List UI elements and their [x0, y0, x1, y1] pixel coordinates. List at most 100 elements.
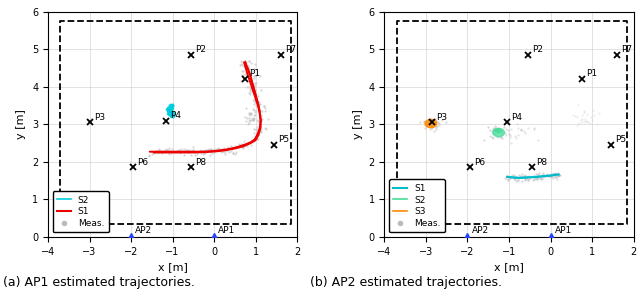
Point: [245, 86, 255, 90]
Point: [246, 118, 256, 122]
Point: [223, 148, 233, 152]
Point: [415, 120, 425, 125]
Point: [167, 106, 177, 111]
Point: [157, 150, 167, 155]
Point: [520, 174, 530, 179]
Point: [523, 178, 533, 182]
Point: [579, 109, 589, 114]
Text: P4: P4: [170, 111, 182, 120]
Point: [228, 151, 239, 155]
Point: [249, 89, 259, 93]
Point: [248, 82, 259, 86]
Point: [429, 120, 439, 125]
Point: [425, 123, 435, 128]
Point: [204, 148, 214, 153]
Text: AP1: AP1: [555, 227, 572, 236]
Point: [508, 173, 518, 177]
Point: [246, 111, 256, 115]
Point: [431, 127, 442, 131]
Point: [499, 131, 509, 136]
Point: [556, 172, 566, 177]
Point: [536, 175, 546, 179]
Point: [488, 125, 498, 130]
Point: [509, 177, 520, 181]
Point: [495, 129, 506, 134]
Point: [166, 109, 176, 113]
Point: [200, 147, 211, 152]
Point: [182, 148, 192, 152]
Point: [248, 127, 259, 131]
Point: [537, 173, 547, 177]
Point: [253, 99, 263, 104]
Point: [582, 120, 593, 124]
Point: [243, 110, 253, 115]
Point: [516, 175, 526, 180]
Point: [244, 88, 255, 93]
Point: [252, 125, 262, 129]
Point: [157, 151, 167, 155]
Point: [573, 120, 584, 125]
Point: [513, 178, 524, 183]
Point: [509, 176, 519, 181]
Point: [426, 116, 436, 121]
Point: [533, 172, 543, 177]
Point: [166, 147, 177, 151]
Point: [428, 122, 438, 127]
Point: [244, 85, 254, 89]
Point: [437, 118, 447, 123]
Point: [495, 127, 506, 132]
Point: [429, 129, 439, 133]
Point: [149, 151, 159, 155]
Point: [531, 174, 541, 179]
Point: [249, 102, 259, 107]
Point: [162, 107, 172, 111]
Point: [511, 136, 521, 140]
Text: P2: P2: [195, 45, 207, 54]
Point: [237, 145, 248, 150]
Point: [486, 129, 497, 133]
Point: [516, 127, 526, 132]
Text: P1: P1: [586, 69, 597, 78]
Point: [168, 113, 178, 118]
Point: [580, 119, 590, 124]
Point: [532, 175, 543, 180]
Point: [241, 70, 252, 75]
Point: [252, 98, 262, 103]
Point: [511, 179, 521, 183]
Point: [489, 127, 499, 132]
Point: [170, 150, 180, 155]
Point: [193, 149, 204, 154]
Point: [147, 149, 157, 154]
Point: [167, 103, 177, 107]
Point: [504, 176, 515, 180]
Point: [237, 69, 248, 73]
Ellipse shape: [493, 128, 504, 137]
Point: [213, 146, 223, 151]
Point: [529, 126, 540, 131]
Point: [256, 113, 266, 117]
Point: [248, 85, 258, 90]
Point: [248, 139, 259, 144]
Point: [173, 148, 183, 153]
Point: [195, 151, 205, 156]
Point: [207, 151, 218, 155]
Point: [248, 98, 258, 103]
Point: [225, 149, 236, 154]
Point: [259, 104, 269, 108]
Point: [244, 87, 255, 92]
Point: [252, 136, 262, 141]
Point: [249, 74, 259, 79]
Point: [529, 173, 540, 178]
Text: P3: P3: [436, 113, 447, 122]
Text: P6: P6: [474, 158, 485, 167]
Point: [513, 132, 523, 137]
Point: [532, 177, 542, 182]
Point: [165, 149, 175, 153]
Point: [420, 123, 430, 127]
Point: [425, 121, 435, 125]
Point: [205, 153, 216, 158]
Point: [538, 174, 548, 179]
Point: [211, 148, 221, 152]
Point: [545, 175, 556, 180]
Point: [244, 59, 254, 64]
